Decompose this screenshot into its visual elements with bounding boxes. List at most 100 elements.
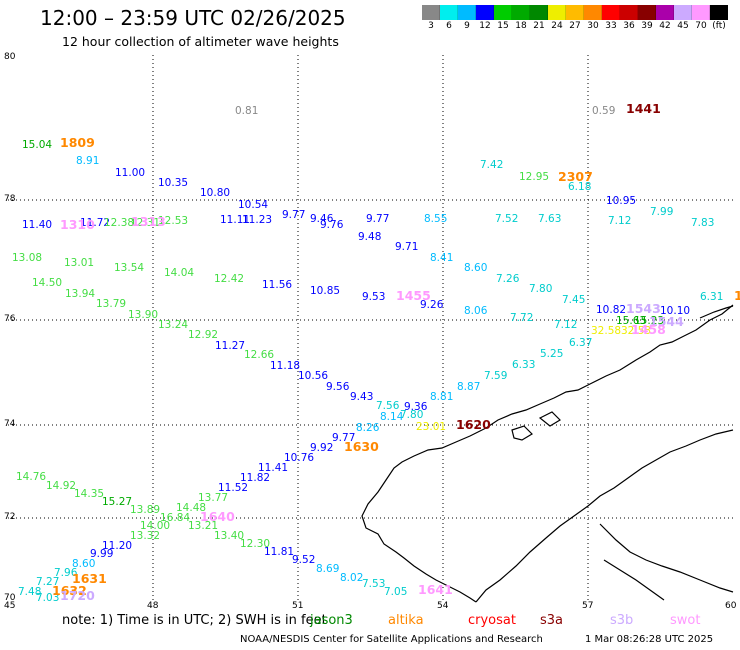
color-swatch [638, 5, 656, 20]
wave-height-value: 12.30 [240, 538, 271, 550]
wave-height-value: 15.63 [616, 315, 647, 327]
pass-time-label: 1310 [60, 217, 95, 232]
credit-line: NOAA/NESDIS Center for Satellite Applica… [240, 634, 543, 645]
color-scale-label: 39 [641, 21, 653, 31]
wave-height-value: 9.36 [404, 401, 428, 413]
wave-height-value: 11.00 [115, 167, 146, 179]
wave-height-value: 13.79 [96, 298, 127, 310]
color-swatch [656, 5, 674, 20]
wave-height-value: 11.41 [258, 462, 289, 474]
wave-height-value: 8.06 [464, 305, 488, 317]
wave-height-value: 13.32 [130, 530, 161, 542]
color-scale-label: 33 [605, 21, 617, 31]
wave-height-value: 9.71 [395, 241, 419, 253]
color-scale-labels: 3 6 9 12 15 18 21 24 27 30 33 36 39 42 45 70 (ft) [422, 21, 728, 31]
wave-height-value: 14.76 [16, 471, 47, 483]
pass-time-label: 1543 [626, 301, 661, 316]
wave-height-value: 8.91 [76, 155, 100, 167]
wave-height-value: 11.52 [218, 482, 249, 494]
wave-height-value: 15.04 [22, 139, 53, 151]
wave-height-value: 9.43 [350, 391, 374, 403]
wave-height-value: 10.10 [660, 305, 691, 317]
wave-height-value: 9.77 [282, 209, 306, 221]
wave-height-value: 7.72 [510, 312, 534, 324]
wave-height-value: 10.85 [310, 285, 341, 297]
pass-time-label: 1441 [626, 101, 661, 116]
wave-height-value: 11.23 [242, 214, 273, 226]
wave-height-value: 7.99 [650, 206, 674, 218]
color-swatch [620, 5, 638, 20]
pass-time-label: 1632 [52, 583, 87, 598]
wave-height-value: 11.56 [262, 279, 293, 291]
wave-height-value: 7.12 [608, 215, 632, 227]
color-scale-label: 45 [677, 21, 689, 31]
wave-height-value: 10.80 [200, 187, 231, 199]
wave-height-value: 7.63 [538, 213, 562, 225]
pass-time-label: 1 [734, 288, 740, 303]
novaya-zemlya-coast [361, 304, 734, 603]
inner-strait-coast [475, 429, 734, 603]
wave-height-value: 6.37 [569, 337, 593, 349]
color-swatch [458, 5, 476, 20]
pass-time-label: 2307 [558, 169, 593, 184]
wave-height-value: 23.01 [416, 421, 447, 433]
color-scale-label: 15 [497, 21, 509, 31]
lon-tick-45: 45 [4, 601, 16, 611]
pass-time-label: 1631 [72, 571, 107, 586]
wave-height-value: 8.26 [356, 422, 380, 434]
wave-height-value: 12.31 [130, 217, 161, 229]
wave-height-value: 14.35 [74, 488, 105, 500]
lat-tick-70: 70 [4, 593, 16, 603]
wave-height-value: 16.84 [160, 512, 191, 524]
wave-height-value: 11.27 [215, 340, 246, 352]
wave-height-value: 0.81 [235, 105, 259, 117]
wave-height-value: 13.01 [64, 257, 95, 269]
wave-height-value: 11.40 [22, 219, 53, 231]
wave-height-value: 7.80 [529, 283, 553, 295]
color-swatch [548, 5, 566, 20]
color-scale-label: 21 [533, 21, 545, 31]
color-swatch [530, 5, 548, 20]
northern-cape-coast [699, 305, 734, 319]
wave-height-value: 0.59 [592, 105, 616, 117]
wave-height-value: 7.96 [54, 567, 78, 579]
color-swatch [440, 5, 458, 20]
color-swatch [674, 5, 692, 20]
wave-height-value: 8.41 [430, 252, 454, 264]
satellite-legend-cryosat: cryosat [468, 613, 516, 628]
color-scale-label: 30 [587, 21, 599, 31]
wave-height-value: 6.31 [700, 291, 724, 303]
wave-height-value: 9.48 [358, 231, 382, 243]
gridlines [8, 55, 733, 600]
wave-height-value: 10.82 [596, 304, 627, 316]
wave-height-value: 9.77 [332, 432, 356, 444]
color-swatch [584, 5, 602, 20]
color-scale-label: 9 [464, 21, 470, 31]
pass-time-label: 1455 [396, 288, 431, 303]
wave-height-value: 7.12 [554, 319, 578, 331]
wave-height-value: 12.92 [188, 329, 219, 341]
wave-height-value: 12.38 [104, 217, 135, 229]
wave-height-value: 11.81 [264, 546, 295, 558]
wave-height-value: 7.52 [495, 213, 519, 225]
color-scale-label: (ft) [712, 21, 726, 31]
satellite-legend-altika: altika [388, 613, 424, 628]
satellite-legend-s3b: s3b [610, 613, 634, 628]
wave-height-value: 14.04 [164, 267, 195, 279]
lat-tick-80: 80 [4, 52, 16, 62]
island-coast-b [538, 411, 561, 427]
map-title: 12:00 – 23:59 UTC 02/26/2025 [40, 6, 346, 30]
wave-height-value: 9.77 [366, 213, 390, 225]
satellite-legend-swot: swot [670, 613, 701, 628]
pass-time-label: 1458 [631, 322, 666, 337]
wave-height-value: 7.80 [400, 409, 424, 421]
wave-height-value: 9.53 [362, 291, 386, 303]
lat-tick-78: 78 [4, 194, 16, 204]
color-scale-label: 36 [623, 21, 635, 31]
wave-height-value: 6.33 [512, 359, 536, 371]
wave-height-value: 8.60 [72, 558, 96, 570]
wave-height-value: 12.95 [519, 171, 550, 183]
wave-height-value: 11.20 [102, 540, 133, 552]
wave-height-value: 32.58 [591, 325, 622, 337]
